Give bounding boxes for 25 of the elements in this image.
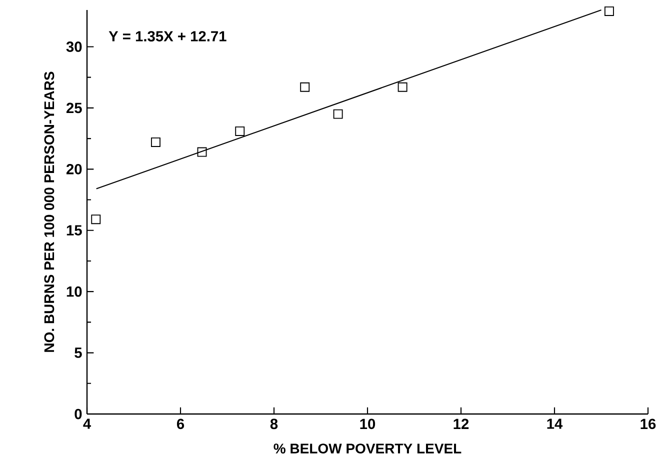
y-axis-title: NO. BURNS PER 100 000 PERSON-YEARS xyxy=(44,72,54,352)
point xyxy=(333,109,343,119)
point xyxy=(235,126,245,136)
point xyxy=(150,137,160,147)
y-tick-label: 15 xyxy=(66,225,82,236)
y-tick-label: 20 xyxy=(66,164,82,174)
x-tick-label: 8 xyxy=(270,418,278,430)
y-tick-label: 25 xyxy=(66,102,82,114)
point xyxy=(398,82,408,92)
y-tick-label: 10 xyxy=(66,286,82,297)
x-axis-title: % BELOW POVERTY LEVEL xyxy=(274,444,462,454)
y-tick-label: 5 xyxy=(74,348,82,358)
point xyxy=(197,147,207,157)
x-tick-label: 12 xyxy=(454,418,469,429)
point xyxy=(300,82,310,92)
x-tick-label: 16 xyxy=(640,418,656,430)
x-tick-label: 14 xyxy=(547,418,563,429)
annotation: Y = 1.35X + 12.71 xyxy=(108,31,226,42)
point xyxy=(91,214,101,224)
y-tick-label: 30 xyxy=(66,42,82,52)
x-tick-label: 6 xyxy=(176,418,184,430)
y-tick-label: 0 xyxy=(74,408,82,420)
x-tick-label: 10 xyxy=(360,418,376,430)
point xyxy=(604,6,614,16)
x-tick-label: 4 xyxy=(83,418,91,429)
